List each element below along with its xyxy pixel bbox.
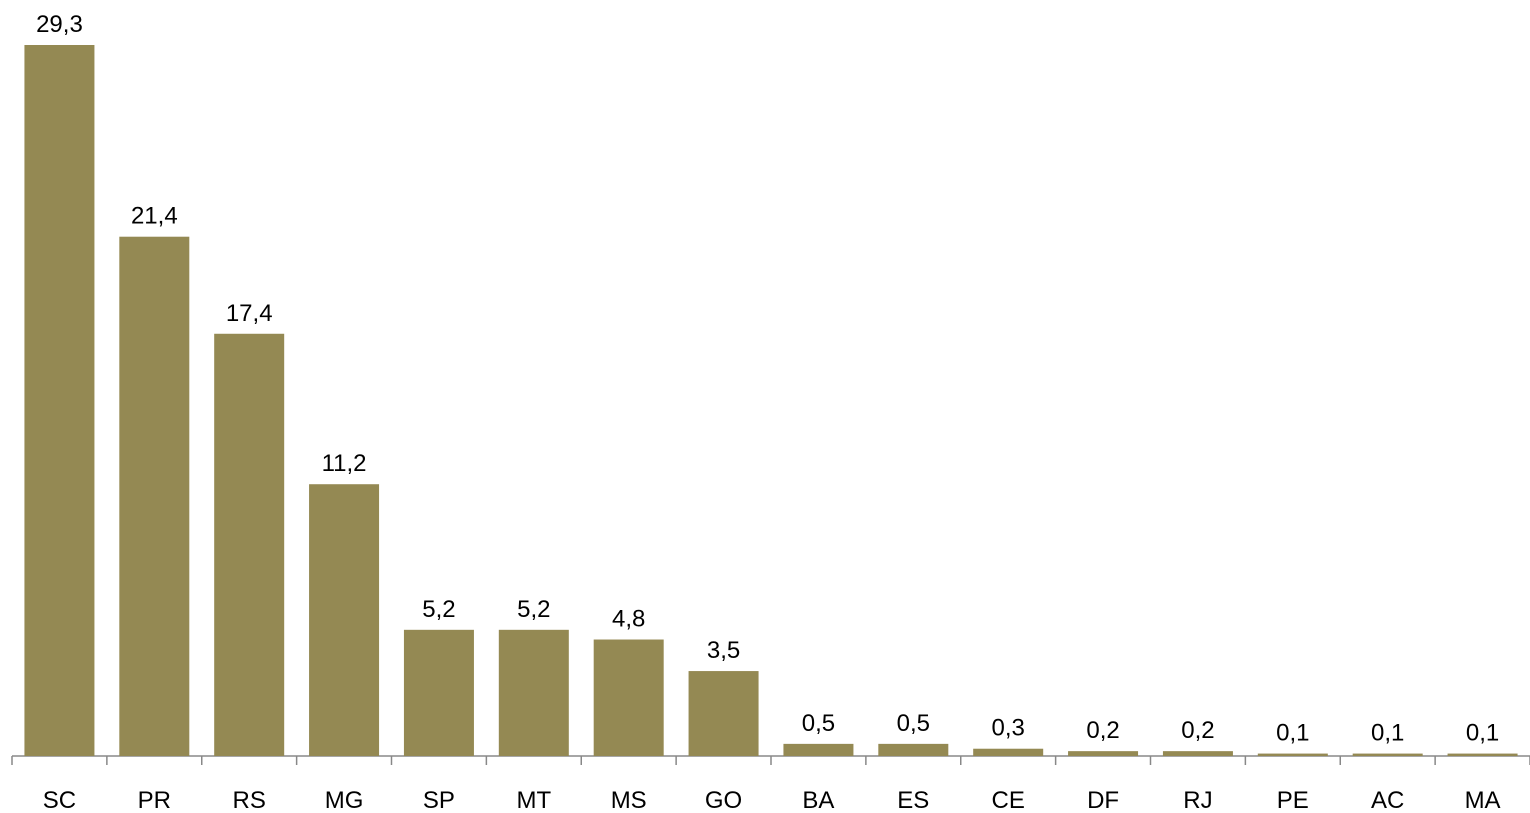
bar-mt (498, 629, 569, 756)
value-label: 0,1 (1466, 720, 1499, 747)
bar-df (1068, 751, 1139, 756)
value-label: 5,2 (517, 596, 550, 623)
category-label: MG (325, 787, 364, 813)
value-label: 0,5 (897, 710, 930, 737)
value-label: 3,5 (707, 637, 740, 664)
category-label: DF (1087, 787, 1119, 813)
bar-go (688, 671, 759, 756)
value-label: 0,3 (992, 715, 1025, 742)
bar-sc (24, 45, 95, 756)
bars-group (24, 45, 1518, 757)
value-label: 4,8 (612, 606, 645, 633)
bar-ma (1447, 753, 1518, 756)
category-label: RS (233, 787, 266, 813)
category-labels-group: SC PR RS MG SP MT MS GO BA ES CE DF RJ PE AC MA (43, 787, 1501, 813)
x-axis-ticks (11, 756, 1530, 765)
bar-ba (783, 743, 854, 756)
category-label: MT (516, 787, 551, 813)
category-label: AC (1371, 787, 1404, 813)
value-label: 0,5 (802, 710, 835, 737)
category-label: CE (992, 787, 1025, 813)
value-label: 17,4 (226, 300, 273, 327)
category-label: ES (897, 787, 929, 813)
category-label: BA (802, 787, 834, 813)
category-label: SP (423, 787, 455, 813)
bar-sp (403, 629, 474, 756)
category-label: MS (611, 787, 647, 813)
value-label: 11,2 (322, 450, 367, 477)
bar-es (878, 743, 949, 756)
category-label: MA (1465, 787, 1501, 813)
value-label: 21,4 (131, 203, 178, 230)
value-label: 29,3 (36, 11, 83, 38)
value-label: 0,1 (1276, 720, 1309, 747)
value-label: 0,2 (1086, 717, 1119, 744)
category-label: PR (138, 787, 171, 813)
category-label: GO (705, 787, 742, 813)
bar-pr (119, 236, 190, 757)
value-label: 0,2 (1181, 717, 1214, 744)
value-label: 5,2 (422, 596, 455, 623)
category-label: PE (1277, 787, 1309, 813)
bar-mg (309, 484, 380, 756)
bar-rs (214, 333, 285, 756)
category-label: RJ (1183, 787, 1212, 813)
value-label: 0,1 (1371, 720, 1404, 747)
bar-ce (973, 748, 1044, 756)
bar-ms (593, 639, 664, 756)
bar-pe (1257, 753, 1328, 756)
category-label: SC (43, 787, 76, 813)
value-labels-group: 29,3 21,4 17,4 11,2 5,2 5,2 4,8 3,5 0,5 0,5 0,3 0,2… (36, 11, 1499, 747)
bar-ac (1352, 753, 1423, 756)
bar-rj (1162, 751, 1233, 756)
